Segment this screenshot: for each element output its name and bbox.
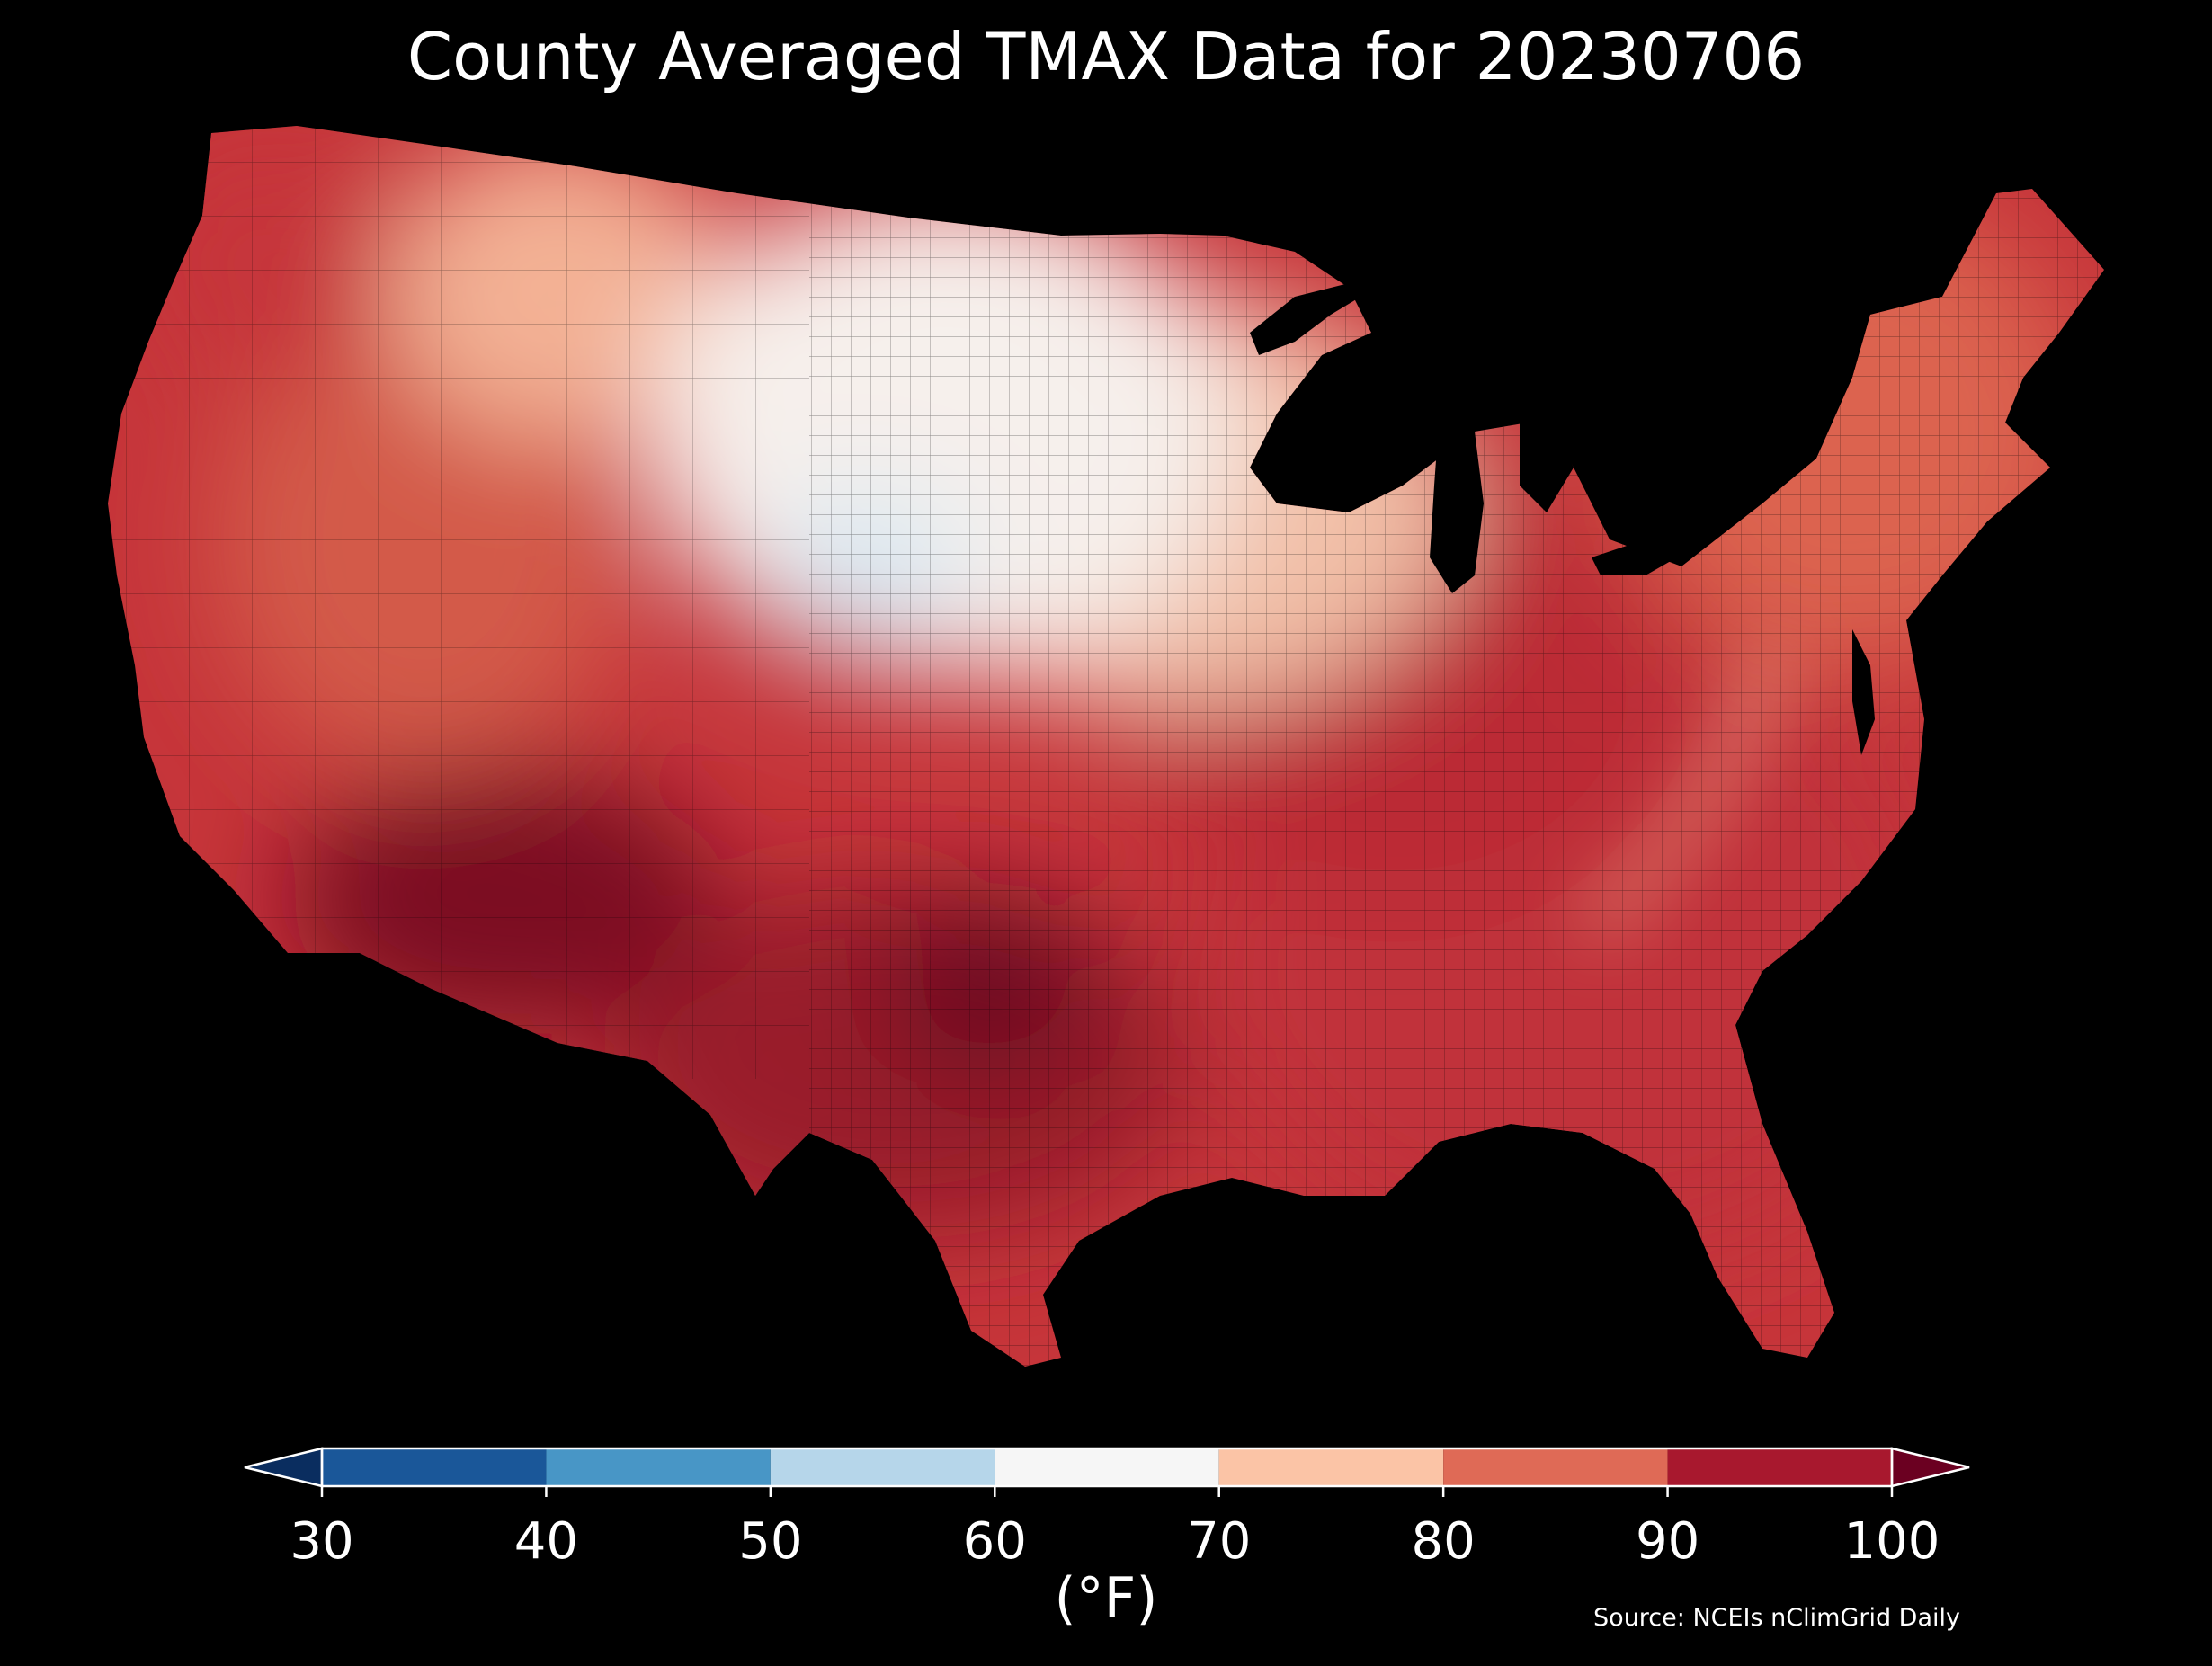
colorbar-tick-label: 80 (1412, 1512, 1476, 1571)
colorbar-underflow-triangle (244, 1447, 324, 1488)
colorbar-unit-label: (°F) (1054, 1565, 1158, 1631)
lake-superior (1250, 283, 1376, 355)
colorbar-tick-label: 40 (514, 1512, 578, 1571)
lake-erie (1592, 530, 1708, 575)
lake-huron (1520, 396, 1574, 512)
colorbar-bin-30-40 (322, 1448, 547, 1486)
colorbar-tick-label: 30 (290, 1512, 353, 1571)
colorbar-bin-70-80 (1218, 1448, 1444, 1486)
source-credit: Source: NCEIs nClimGrid Daily (1593, 1604, 1960, 1632)
conus-county-tmax-map (108, 126, 2104, 1367)
colorbar-bin-50-60 (770, 1448, 995, 1486)
great-lakes (1250, 283, 1875, 755)
colorbar-bin-90-100 (1667, 1448, 1892, 1486)
colorbar-tick-label: 100 (1844, 1512, 1940, 1571)
chesapeake-bay (1852, 629, 1875, 755)
colorbar-tick-label: 70 (1187, 1512, 1251, 1571)
colorbar-tick-label: 50 (738, 1512, 802, 1571)
map-title: County Averaged TMAX Data for 20230706 (406, 19, 1806, 94)
colorbar-bin-40-50 (546, 1448, 771, 1486)
colorbar-tick-label: 90 (1636, 1512, 1699, 1571)
colorbar-bin-60-70 (995, 1448, 1219, 1486)
colorbar-overflow-triangle (1890, 1447, 1970, 1488)
lake-michigan (1430, 387, 1484, 593)
colorbar-tick-label: 60 (963, 1512, 1027, 1571)
colorbar-bin-80-90 (1443, 1448, 1668, 1486)
